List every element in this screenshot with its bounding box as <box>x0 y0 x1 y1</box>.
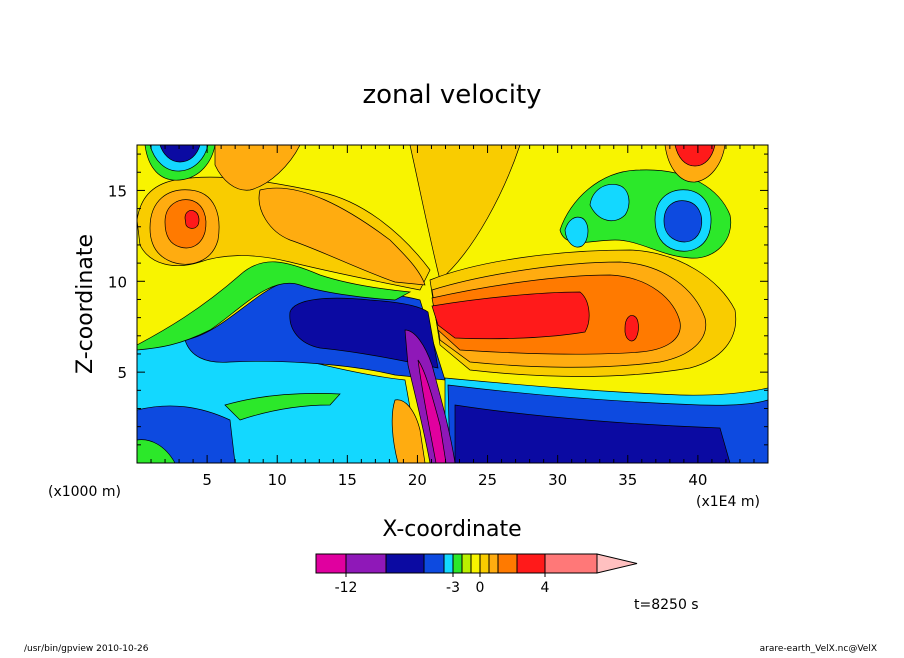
region-slope-magenta <box>417 359 447 463</box>
region-upper-right-blue <box>663 200 703 243</box>
colorbar-tick-label: -3 <box>446 580 460 596</box>
footer-right: arare-earth_VelX.nc@VelX <box>760 644 877 654</box>
footer-left: /usr/bin/gpview 2010-10-26 <box>24 644 149 654</box>
colorbar-segment <box>479 553 490 574</box>
x-axis-label: X-coordinate <box>382 517 521 542</box>
region-top-left-blue <box>159 145 201 163</box>
region-top-orange-mid <box>258 187 426 286</box>
region-right-red-jet <box>431 291 590 340</box>
region-upper-orange-core <box>164 199 207 249</box>
y-axis-label: Z-coordinate <box>73 234 98 374</box>
region-upper-red-spot <box>184 210 200 229</box>
colorbar-segment <box>423 553 445 574</box>
colorbar-segment <box>345 553 387 574</box>
region-upper-right-cyan-1 <box>589 184 630 222</box>
colorbar-segment <box>497 553 518 574</box>
colorbar-segment <box>516 553 546 574</box>
colorbar-segment <box>544 553 598 574</box>
colorbar-tick-label: 0 <box>476 580 485 596</box>
colorbar-segment <box>443 553 454 574</box>
plot-area: 5 10 15 20 25 30 35 40 5 10 15 <box>108 144 769 489</box>
colorbar-extend-arrow <box>596 553 638 574</box>
colorbar-segment <box>385 553 425 574</box>
x-tick-label: 15 <box>338 471 357 489</box>
y-tick-label: 15 <box>108 182 127 200</box>
region-top-right-red <box>674 145 716 167</box>
x-tick-label: 5 <box>202 471 212 489</box>
x-unit-label: (x1E4 m) <box>696 494 760 510</box>
colorbar-segment <box>461 553 472 574</box>
velocity-field <box>137 145 768 463</box>
x-tick-label: 35 <box>618 471 637 489</box>
x-ticks: 5 10 15 20 25 30 35 40 <box>150 145 755 489</box>
x-tick-label: 40 <box>688 471 707 489</box>
region-base-green <box>224 393 341 421</box>
region-right-red-spot <box>624 315 639 342</box>
region-low-navy-right <box>454 404 731 463</box>
colorbar-tick-label: 4 <box>541 580 550 596</box>
colorbar-segment <box>452 553 463 574</box>
colorbar: -12 -3 0 4 <box>315 553 638 596</box>
y-tick-label: 5 <box>117 364 127 382</box>
colorbar-segment <box>488 553 499 574</box>
y-unit-label: (x1000 m) <box>48 484 121 500</box>
chart-title: zonal velocity <box>362 80 541 110</box>
plot-frame <box>136 144 769 464</box>
region-base-orange <box>391 399 426 463</box>
y-tick-label: 10 <box>108 273 127 291</box>
x-tick-label: 30 <box>548 471 567 489</box>
region-upper-right-cyan-3 <box>564 216 589 248</box>
x-tick-label: 25 <box>478 471 497 489</box>
colorbar-segment <box>315 553 347 574</box>
time-label: t=8250 s <box>634 597 699 613</box>
region-top-orange <box>214 145 301 191</box>
y-ticks: 5 10 15 <box>108 153 768 446</box>
x-tick-label: 20 <box>408 471 427 489</box>
colorbar-segment <box>470 553 481 574</box>
region-navy-jet <box>289 297 439 369</box>
x-tick-label: 10 <box>268 471 287 489</box>
colorbar-tick-label: -12 <box>335 580 358 596</box>
region-low-green-band <box>137 261 412 351</box>
